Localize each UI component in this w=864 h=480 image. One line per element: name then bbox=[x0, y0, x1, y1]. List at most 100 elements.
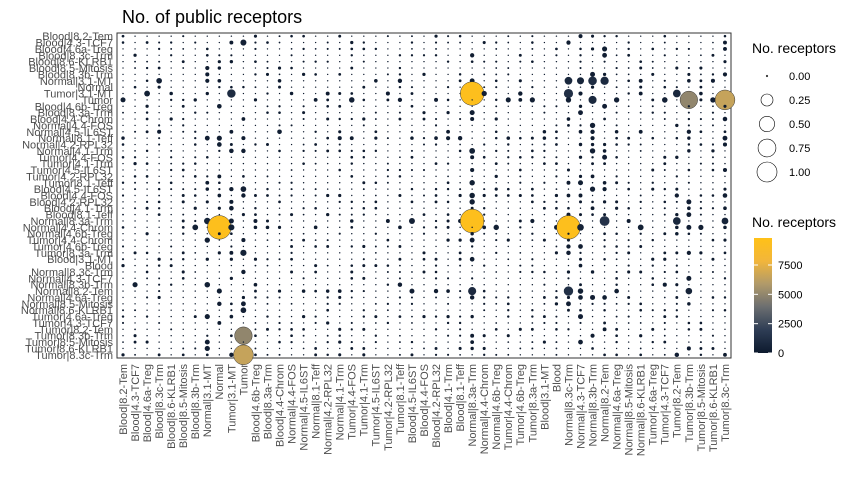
data-point bbox=[639, 245, 643, 248]
data-point bbox=[229, 40, 234, 45]
y-tick-label: Blood|4.4-Chrom bbox=[30, 114, 113, 126]
y-tick-label: Normal|8.1-Teff bbox=[38, 133, 114, 145]
data-point bbox=[182, 156, 184, 158]
data-point bbox=[567, 48, 570, 50]
data-point bbox=[555, 99, 558, 101]
data-point bbox=[495, 111, 498, 114]
data-point bbox=[266, 99, 269, 101]
x-tick-label: Normal|8.2-Tem bbox=[599, 364, 611, 442]
data-point bbox=[435, 322, 437, 324]
data-point bbox=[218, 334, 221, 337]
data-point bbox=[206, 296, 208, 299]
data-point bbox=[398, 257, 402, 261]
data-point bbox=[399, 41, 401, 44]
data-point bbox=[615, 347, 618, 350]
data-point bbox=[543, 118, 546, 120]
data-point bbox=[615, 48, 618, 50]
y-tick-label: Normal bbox=[78, 82, 113, 94]
data-point bbox=[531, 226, 534, 229]
data-point bbox=[700, 105, 702, 107]
data-point bbox=[652, 124, 654, 127]
data-point bbox=[206, 150, 208, 152]
data-point bbox=[459, 60, 461, 63]
data-point bbox=[411, 258, 413, 260]
data-point bbox=[447, 150, 449, 152]
data-point bbox=[567, 162, 570, 165]
data-point bbox=[228, 224, 235, 231]
data-point bbox=[314, 54, 317, 57]
data-point bbox=[411, 118, 413, 120]
data-point bbox=[591, 60, 594, 63]
data-point bbox=[146, 156, 148, 158]
data-point bbox=[567, 308, 570, 312]
data-point bbox=[375, 354, 377, 356]
data-point bbox=[652, 334, 654, 337]
data-point bbox=[278, 162, 281, 165]
data-point bbox=[423, 277, 425, 280]
data-point bbox=[663, 232, 667, 236]
data-point bbox=[182, 80, 184, 82]
data-point bbox=[640, 252, 642, 254]
data-point bbox=[446, 213, 450, 216]
data-point bbox=[399, 182, 401, 184]
data-point bbox=[338, 117, 341, 121]
data-point bbox=[314, 289, 318, 293]
data-point bbox=[254, 239, 257, 241]
data-point bbox=[603, 169, 606, 171]
data-point bbox=[675, 187, 679, 191]
data-point bbox=[266, 284, 269, 286]
data-point bbox=[567, 334, 570, 337]
data-point bbox=[699, 353, 703, 357]
data-point bbox=[722, 72, 728, 77]
y-tick-label: Tumor|8.2-Tem bbox=[39, 324, 113, 336]
data-point bbox=[374, 322, 377, 324]
data-point bbox=[337, 136, 342, 141]
data-point bbox=[254, 86, 257, 89]
data-point bbox=[543, 181, 546, 184]
data-point bbox=[410, 92, 414, 95]
x-tick-label: Blood|8.1-Teff bbox=[455, 363, 467, 431]
data-point bbox=[519, 175, 522, 178]
data-point bbox=[603, 60, 606, 63]
x-tick-label: Normal|8.5-Mitosis bbox=[624, 364, 636, 456]
data-point bbox=[230, 194, 233, 197]
data-point bbox=[652, 41, 654, 44]
data-point bbox=[423, 284, 425, 286]
data-point bbox=[640, 105, 642, 107]
data-point bbox=[519, 277, 522, 280]
data-point bbox=[266, 48, 269, 50]
data-point bbox=[687, 321, 691, 325]
data-point bbox=[471, 284, 473, 286]
y-tick-label: Tumor|8.6-KLRB1 bbox=[25, 343, 113, 355]
data-point bbox=[435, 182, 437, 184]
data-point bbox=[711, 309, 715, 312]
x-tick-label: Normal|4.1-Trm bbox=[335, 364, 347, 440]
x-tick-label: Blood|8.5-Mitosis bbox=[178, 364, 190, 449]
data-point bbox=[567, 35, 570, 37]
data-point bbox=[662, 97, 668, 103]
data-point bbox=[543, 169, 546, 171]
data-point bbox=[591, 290, 594, 292]
data-point bbox=[700, 175, 702, 178]
data-point bbox=[567, 328, 570, 331]
data-point bbox=[146, 328, 148, 331]
data-point bbox=[483, 48, 485, 50]
data-point bbox=[158, 137, 161, 140]
data-point bbox=[567, 315, 570, 318]
data-point bbox=[266, 213, 269, 216]
data-point bbox=[170, 143, 172, 146]
data-point bbox=[423, 264, 425, 267]
data-point bbox=[182, 315, 184, 318]
data-point bbox=[459, 86, 461, 88]
data-point bbox=[543, 354, 546, 356]
data-point bbox=[458, 79, 462, 83]
data-point bbox=[374, 302, 377, 305]
data-point bbox=[314, 73, 317, 76]
data-point bbox=[398, 175, 402, 178]
data-point bbox=[278, 41, 281, 44]
data-point bbox=[266, 105, 269, 108]
data-point bbox=[302, 226, 305, 229]
data-point bbox=[627, 201, 630, 203]
data-point bbox=[711, 156, 714, 159]
data-point bbox=[290, 277, 293, 280]
